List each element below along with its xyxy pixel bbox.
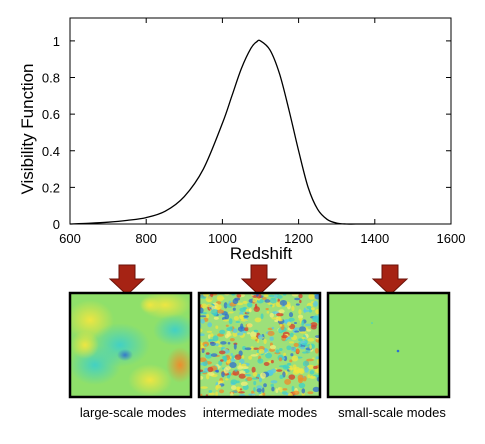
panel-label-intermediate: intermediate modes bbox=[202, 405, 318, 420]
panel-small-scale bbox=[326, 291, 451, 399]
y-tick-label: 0.6 bbox=[42, 107, 60, 122]
down-arrow-icon bbox=[371, 264, 409, 296]
visibility-curve bbox=[69, 39, 375, 225]
panel-intermediate bbox=[197, 291, 322, 399]
y-tick-label: 0.4 bbox=[42, 144, 60, 159]
x-tick-label: 600 bbox=[59, 231, 81, 246]
y-axis-title: Visibility Function bbox=[18, 63, 37, 194]
x-tick-label: 1600 bbox=[437, 231, 466, 246]
panel-label-small-scale: small-scale modes bbox=[338, 405, 446, 420]
x-axis-title: Redshift bbox=[230, 244, 293, 263]
axes bbox=[69, 17, 452, 225]
x-tick-label: 1000 bbox=[208, 231, 237, 246]
arrows bbox=[108, 264, 409, 296]
plot-frame bbox=[69, 17, 452, 225]
x-tick-label: 800 bbox=[135, 231, 157, 246]
x-tick-label: 1200 bbox=[284, 231, 313, 246]
tick-labels: 600 800 1000 1200 1400 1600 0 0.2 0.4 0.6 0.8 1 bbox=[42, 34, 466, 246]
panel-large-scale bbox=[68, 291, 193, 399]
y-tick-label: 0.2 bbox=[42, 180, 60, 195]
x-tick-label: 1400 bbox=[360, 231, 389, 246]
panel-label-large-scale: large-scale modes bbox=[79, 405, 187, 420]
y-tick-label: 1 bbox=[53, 34, 60, 49]
tick-marks bbox=[69, 18, 452, 225]
down-arrow-icon bbox=[108, 264, 146, 296]
down-arrow-icon bbox=[240, 264, 278, 296]
y-tick-label: 0.8 bbox=[42, 71, 60, 86]
y-tick-label: 0 bbox=[53, 217, 60, 232]
